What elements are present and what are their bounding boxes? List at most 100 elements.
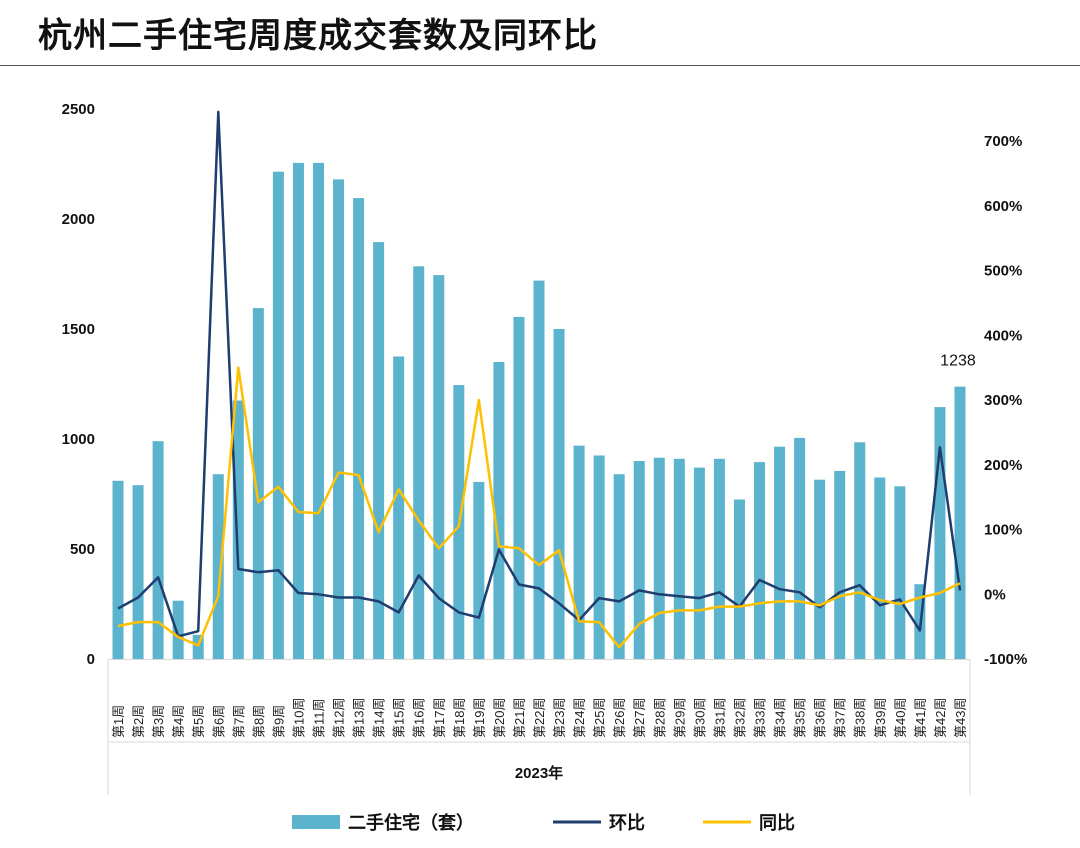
bar-23	[553, 329, 565, 659]
x-tick-label: 第32周	[732, 698, 747, 738]
bar-35	[794, 437, 806, 659]
x-tick-label: 第5周	[191, 705, 206, 738]
chart-title: 杭州二手住宅周度成交套数及同环比	[38, 16, 598, 56]
bar-8	[252, 308, 264, 659]
right-axis-tick-label: -100%	[984, 651, 1027, 668]
right-axis-tick-label: 600%	[984, 198, 1022, 215]
bar-11	[312, 162, 324, 659]
bar-36	[814, 479, 826, 659]
x-tick-label: 第18周	[452, 698, 467, 738]
bar-6	[212, 474, 224, 659]
line-tongbi	[117, 366, 961, 649]
x-tick-label: 第38周	[853, 698, 868, 738]
title-divider	[0, 65, 1080, 66]
x-tick-label: 第1周	[111, 705, 126, 738]
legend-label-tongbi: 同比	[759, 813, 795, 833]
x-tick-label: 第29周	[672, 698, 687, 738]
legend-swatch-bars	[292, 815, 340, 829]
x-axis-title: 2023年	[515, 764, 563, 782]
x-tick-label: 第15周	[392, 698, 407, 738]
left-axis-tick-label: 2000	[62, 211, 95, 228]
x-tick-label: 第12周	[332, 698, 347, 738]
x-tick-label: 第34周	[773, 698, 788, 738]
bar-1	[112, 480, 124, 659]
bar-13	[353, 198, 365, 659]
bar-2	[132, 485, 144, 659]
bar-24	[573, 445, 585, 659]
bar-7	[232, 400, 244, 659]
bar-9	[272, 171, 284, 659]
x-tick-label: 第33周	[753, 698, 768, 738]
x-tick-label: 第31周	[712, 698, 727, 738]
x-tick-label: 第41周	[913, 698, 928, 738]
left-axis-tick-label: 500	[70, 541, 95, 558]
x-tick-label: 第20周	[492, 698, 507, 738]
x-tick-label: 第6周	[211, 705, 226, 738]
bar-20	[493, 362, 505, 659]
x-tick-label: 第19周	[472, 698, 487, 738]
x-tick-label: 第21周	[512, 698, 527, 738]
bar-19	[473, 481, 485, 659]
right-axis-tick-label: 100%	[984, 522, 1022, 539]
bar-10	[292, 162, 304, 659]
bar-3	[152, 441, 164, 659]
x-tick-label: 第10周	[291, 698, 306, 738]
right-axis-tick-label: 400%	[984, 327, 1022, 344]
bar-27	[633, 461, 645, 659]
bar-40	[894, 486, 906, 659]
bar-30	[693, 467, 705, 659]
x-tick-label: 第37周	[833, 698, 848, 738]
x-tick-label: 第28周	[652, 698, 667, 738]
bar-34	[774, 446, 786, 659]
right-axis-tick-label: 200%	[984, 457, 1022, 474]
right-axis-tick-label: 700%	[984, 133, 1022, 150]
right-axis-tick-label: 500%	[984, 263, 1022, 280]
bar-21	[513, 316, 525, 659]
bar-22	[533, 280, 545, 659]
x-tick-label: 第43周	[953, 698, 968, 738]
bar-25	[593, 455, 605, 659]
right-axis-tick-label: 300%	[984, 392, 1022, 409]
bar-29	[673, 458, 685, 659]
right-axis-tick-label: 0%	[984, 586, 1006, 603]
left-axis-tick-label: 0	[87, 651, 95, 668]
x-tick-label: 第24周	[572, 698, 587, 738]
bar-14	[373, 242, 385, 659]
bar-32	[733, 499, 745, 659]
x-tick-label: 第3周	[151, 705, 166, 738]
bar-15	[393, 356, 405, 659]
data-label: 1238	[940, 353, 976, 370]
bar-26	[613, 474, 625, 659]
x-tick-label: 第36周	[813, 698, 828, 738]
x-tick-label: 第9周	[271, 705, 286, 738]
x-tick-label: 第27周	[632, 698, 647, 738]
x-tick-label: 第2周	[131, 705, 146, 738]
bar-43	[954, 386, 966, 659]
legend-label-huanbi: 环比	[609, 813, 645, 833]
bar-33	[754, 462, 766, 659]
x-tick-label: 第25周	[592, 698, 607, 738]
left-axis-tick-label: 2500	[62, 101, 95, 118]
bar-38	[854, 442, 866, 659]
bar-28	[653, 457, 665, 659]
bar-37	[834, 470, 846, 659]
x-tick-label: 第39周	[873, 698, 888, 738]
bar-17	[433, 275, 445, 659]
x-tick-label: 第11周	[311, 699, 326, 739]
left-axis-tick-label: 1500	[62, 321, 95, 338]
bar-4	[172, 600, 184, 659]
x-tick-label: 第13周	[352, 698, 367, 738]
bar-39	[874, 477, 886, 659]
x-tick-label: 第14周	[372, 698, 387, 738]
x-tick-label: 第16周	[412, 698, 427, 738]
x-tick-label: 第35周	[793, 698, 808, 738]
x-tick-label: 第8周	[251, 705, 266, 738]
x-tick-label: 第17周	[432, 698, 447, 738]
x-tick-label: 第40周	[893, 698, 908, 738]
legend-label-bars: 二手住宅（套）	[348, 812, 474, 833]
bar-42	[934, 407, 946, 659]
x-tick-label: 第26周	[612, 698, 627, 738]
bar-16	[413, 266, 425, 659]
